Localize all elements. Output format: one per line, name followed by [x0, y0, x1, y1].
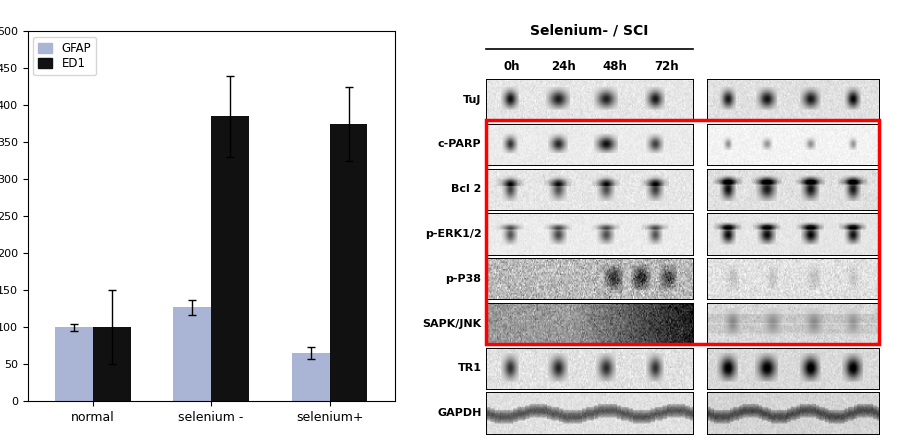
Text: 72h: 72h	[655, 60, 679, 73]
Bar	[330, 124, 367, 401]
Bar	[174, 307, 211, 401]
Bar	[93, 327, 130, 401]
Text: 0h: 0h	[504, 60, 521, 73]
Text: GAPDH: GAPDH	[437, 408, 482, 418]
Bar	[292, 353, 330, 401]
Text: Bcl 2: Bcl 2	[451, 184, 482, 194]
Text: TuJ: TuJ	[464, 95, 482, 105]
Text: 48h: 48h	[603, 60, 628, 73]
Text: 24h: 24h	[552, 60, 577, 73]
Text: SAPK/JNK: SAPK/JNK	[422, 318, 482, 329]
Text: Selenium- / SCI: Selenium- / SCI	[531, 24, 649, 38]
Bar	[211, 116, 249, 401]
Text: p-ERK1/2: p-ERK1/2	[425, 229, 482, 239]
Text: p-P38: p-P38	[445, 274, 482, 284]
Text: TR1: TR1	[457, 363, 482, 373]
Legend: GFAP, ED1: GFAP, ED1	[33, 37, 96, 75]
Bar	[55, 327, 93, 401]
Text: c-PARP: c-PARP	[438, 140, 482, 149]
